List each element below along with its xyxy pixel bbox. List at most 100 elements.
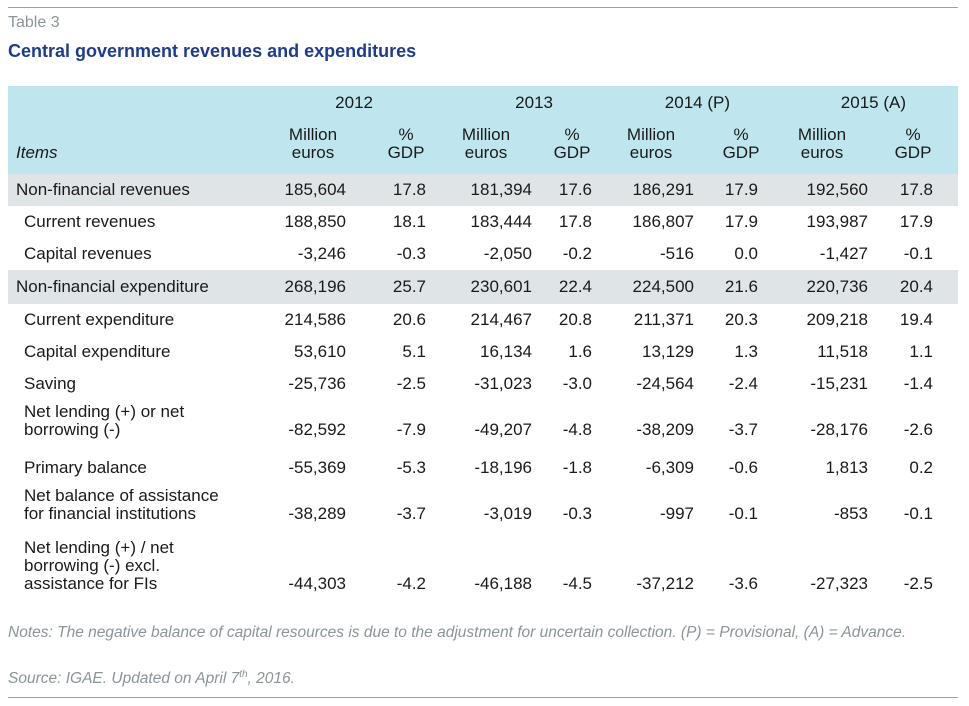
gdp-percent-cell: 0.0 bbox=[734, 244, 758, 263]
gdp-percent-cell: 25.7 bbox=[392, 277, 426, 296]
million-euros-cell: -18,196 bbox=[474, 458, 532, 477]
items-column-header: Items bbox=[16, 143, 58, 162]
table-row: Capital expenditure 53,610 5.1 16,134 1.6 13,… bbox=[8, 336, 958, 368]
million-euros-header-line: Million bbox=[797, 125, 847, 144]
gdp-percent-cell: 1.1 bbox=[909, 342, 933, 361]
gdp-percent-header: % GDP bbox=[701, 126, 781, 162]
gdp-percent-cell: -2.4 bbox=[728, 374, 758, 393]
million-euros-cell: -3,019 bbox=[483, 504, 532, 523]
million-euros-cell: -15,231 bbox=[810, 374, 868, 393]
gdp-percent-cell: -0.2 bbox=[562, 244, 592, 263]
gdp-percent-cell: 17.9 bbox=[724, 212, 758, 231]
gdp-percent-cell: -2.6 bbox=[903, 420, 933, 439]
million-euros-header-line: Million bbox=[288, 125, 338, 144]
gdp-percent-cell: 17.8 bbox=[899, 180, 933, 199]
gdp-percent-cell: 20.4 bbox=[899, 277, 933, 296]
row-label: Non-financial revenues bbox=[16, 181, 190, 199]
row-label: Capital expenditure bbox=[24, 343, 170, 361]
table-section-row: Non-financial revenues 185,604 17.8 181,394… bbox=[8, 174, 958, 206]
source-date-suffix: , 2016. bbox=[247, 670, 295, 688]
gdp-percent-cell: -1.4 bbox=[903, 374, 933, 393]
gdp-percent-cell: -3.6 bbox=[728, 574, 758, 593]
million-euros-header: Million euros bbox=[611, 126, 691, 162]
gdp-percent-cell: 21.6 bbox=[724, 277, 758, 296]
million-euros-cell: -25,736 bbox=[288, 374, 346, 393]
gdp-percent-header-line: GDP bbox=[894, 143, 932, 162]
table-row: Current revenues 188,850 18.1 183,444 17.8 18… bbox=[8, 206, 958, 238]
gdp-percent-cell: -4.2 bbox=[396, 574, 426, 593]
million-euros-cell: 214,467 bbox=[470, 310, 532, 329]
million-euros-cell: 183,444 bbox=[470, 212, 532, 231]
table-body: Non-financial revenues 185,604 17.8 181,394… bbox=[8, 174, 958, 606]
gdp-percent-cell: 19.4 bbox=[899, 310, 933, 329]
million-euros-cell: 192,560 bbox=[806, 180, 868, 199]
row-label: Net lending (+) / net borrowing (-) excl.… bbox=[24, 539, 174, 593]
million-euros-cell: -55,369 bbox=[288, 458, 346, 477]
million-euros-cell: -28,176 bbox=[810, 420, 868, 439]
row-label: Current revenues bbox=[24, 213, 155, 231]
source-text: Source: IGAE. Updated on April 7 bbox=[8, 670, 240, 688]
gdp-percent-header-line: % bbox=[905, 125, 921, 144]
source-line: Source: IGAE. Updated on April 7th, 2016… bbox=[8, 669, 295, 688]
row-label: Net lending (+) or net borrowing (-) bbox=[24, 403, 184, 439]
million-euros-cell: -38,289 bbox=[288, 504, 346, 523]
row-label-line: Net lending (+) / net bbox=[24, 538, 174, 557]
million-euros-header-line: Million bbox=[461, 125, 511, 144]
gdp-percent-cell: -0.6 bbox=[728, 458, 758, 477]
bottom-rule bbox=[8, 697, 958, 698]
million-euros-cell: 220,736 bbox=[806, 277, 868, 296]
gdp-percent-cell: 17.9 bbox=[899, 212, 933, 231]
notes-text: Notes: The negative balance of capital r… bbox=[8, 624, 907, 641]
million-euros-cell: 1,813 bbox=[825, 458, 868, 477]
row-label-line: Saving bbox=[24, 374, 76, 393]
million-euros-header-line: euros bbox=[629, 143, 673, 162]
million-euros-cell: -27,323 bbox=[810, 574, 868, 593]
gdp-percent-header: % GDP bbox=[366, 126, 446, 162]
row-label-line: Capital revenues bbox=[24, 244, 152, 263]
row-label-line: Non-financial expenditure bbox=[16, 277, 209, 296]
million-euros-cell: 214,586 bbox=[284, 310, 346, 329]
row-label: Saving bbox=[24, 375, 76, 393]
row-label: Current expenditure bbox=[24, 311, 174, 329]
gdp-percent-cell: 20.3 bbox=[724, 310, 758, 329]
million-euros-cell: 11,518 bbox=[817, 342, 868, 361]
million-euros-header: Million euros bbox=[782, 126, 862, 162]
table-row: Net lending (+) / net borrowing (-) excl.… bbox=[8, 536, 958, 606]
million-euros-cell: -38,209 bbox=[636, 420, 694, 439]
year-header: 2012 bbox=[335, 93, 373, 112]
table-title: Central government revenues and expendit… bbox=[8, 41, 417, 61]
million-euros-cell: -82,592 bbox=[288, 420, 346, 439]
million-euros-cell: 186,291 bbox=[632, 180, 694, 199]
million-euros-cell: -3,246 bbox=[297, 244, 346, 263]
million-euros-cell: -853 bbox=[833, 504, 868, 523]
gdp-percent-cell: 17.9 bbox=[724, 180, 758, 199]
row-label-line: Net lending (+) or net bbox=[24, 402, 185, 421]
row-label-line: Current revenues bbox=[24, 212, 156, 231]
gdp-percent-header-line: GDP bbox=[387, 143, 425, 162]
million-euros-cell: -44,303 bbox=[288, 574, 346, 593]
gdp-percent-cell: -0.1 bbox=[903, 244, 933, 263]
gdp-percent-cell: 17.8 bbox=[558, 212, 592, 231]
million-euros-cell: -31,023 bbox=[474, 374, 532, 393]
million-euros-cell: -6,309 bbox=[645, 458, 694, 477]
million-euros-cell: -37,212 bbox=[636, 574, 694, 593]
million-euros-cell: 185,604 bbox=[284, 180, 346, 199]
gdp-percent-cell: -4.5 bbox=[562, 574, 592, 593]
row-label-line: Primary balance bbox=[24, 458, 147, 477]
row-label-line: borrowing (-) bbox=[24, 420, 121, 439]
gdp-percent-header-line: % bbox=[398, 125, 414, 144]
gdp-percent-cell: -3.0 bbox=[562, 374, 592, 393]
million-euros-cell: 209,218 bbox=[806, 310, 868, 329]
row-label-line: Non-financial revenues bbox=[16, 180, 190, 199]
million-euros-header-line: euros bbox=[800, 143, 844, 162]
gdp-percent-cell: -5.3 bbox=[396, 458, 426, 477]
gdp-percent-cell: -4.8 bbox=[562, 420, 592, 439]
gdp-percent-cell: 20.6 bbox=[392, 310, 426, 329]
gdp-percent-cell: -3.7 bbox=[396, 504, 426, 523]
gdp-percent-cell: -0.3 bbox=[396, 244, 426, 263]
million-euros-cell: -1,427 bbox=[819, 244, 868, 263]
gdp-percent-header: % GDP bbox=[532, 126, 612, 162]
row-label-line: Current expenditure bbox=[24, 310, 175, 329]
row-label: Primary balance bbox=[24, 459, 147, 477]
gdp-percent-cell: -7.9 bbox=[396, 420, 426, 439]
